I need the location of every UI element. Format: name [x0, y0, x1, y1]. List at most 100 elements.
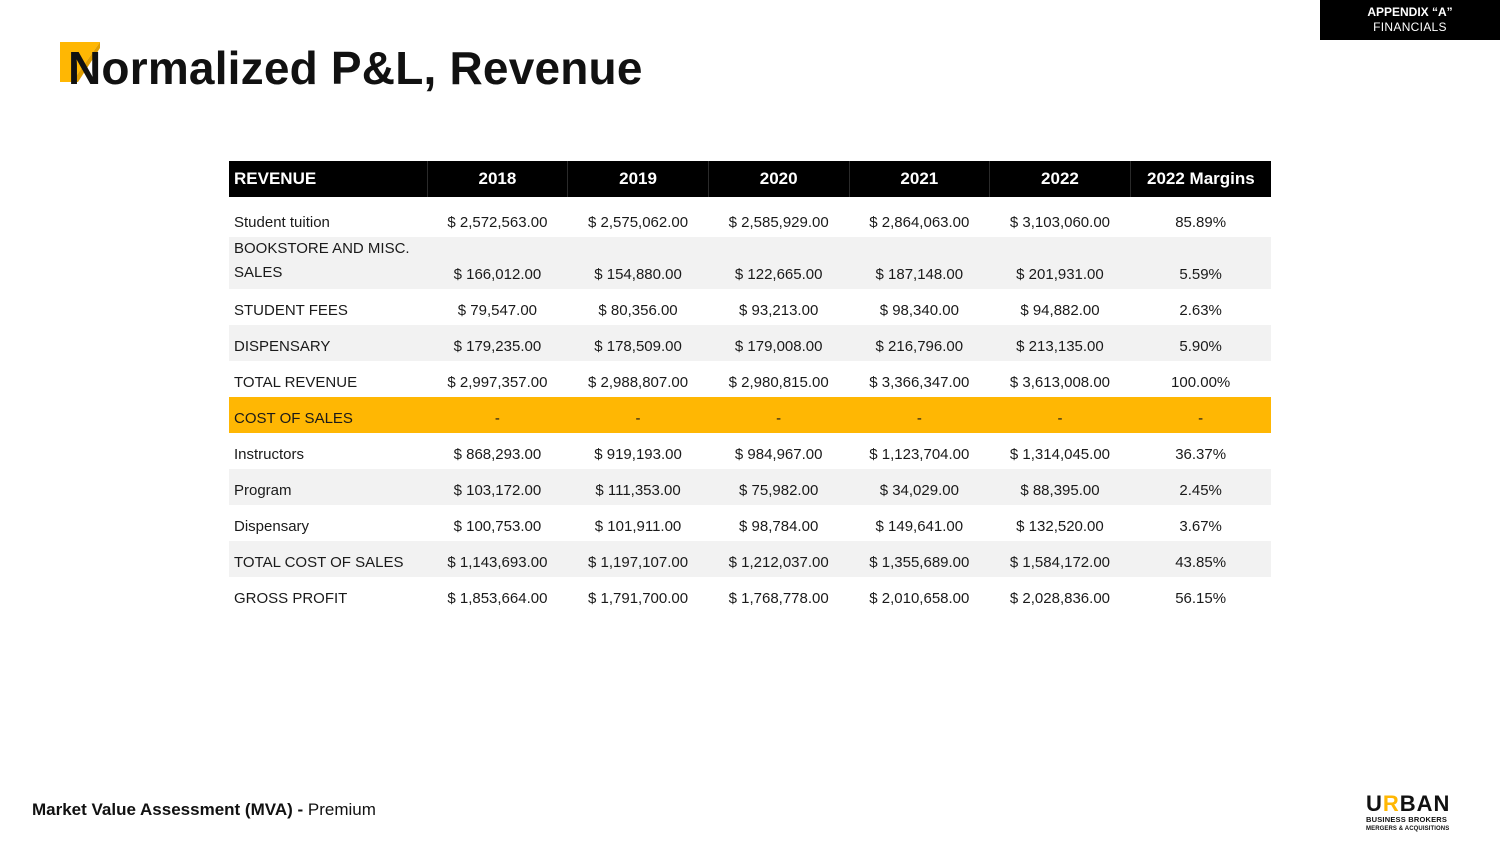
cell-2021: $ 3,366,347.00	[869, 374, 970, 391]
row-student-tuition: Student tuition $ 2,572,563.00 $ 2,575,0…	[229, 197, 1271, 237]
cell-2022: $ 132,520.00	[1016, 518, 1104, 535]
cell-2019: $ 80,356.00	[598, 302, 678, 319]
cell-2019: $ 2,988,807.00	[587, 374, 689, 391]
row-label: TOTAL REVENUE	[234, 374, 358, 391]
cell-2022: $ 1,314,045.00	[1009, 446, 1110, 463]
header-2022-margins: 2022 Margins	[1130, 161, 1271, 197]
row-label: BOOKSTORE AND MISC. SALES	[229, 237, 428, 289]
cell-margin: -	[1130, 397, 1271, 433]
cell-2020: $ 122,665.00	[708, 237, 849, 289]
appendix-title: APPENDIX “A”	[1367, 5, 1453, 19]
cell-2021: $ 2,010,658.00	[869, 590, 970, 607]
cell-2020: $ 179,008.00	[708, 325, 849, 361]
row-gross-profit: GROSS PROFIT $ 1,853,664.00 $ 1,791,700.…	[229, 577, 1271, 613]
cell-margin: 5.59%	[1130, 237, 1271, 289]
cell-margin: 5.90%	[1130, 325, 1271, 361]
cell-2022: $ 2,028,836.00	[1009, 590, 1110, 607]
cell-2022: -	[989, 397, 1131, 433]
cell-2019: $ 2,575,062.00	[587, 214, 689, 231]
cell-2022: $ 213,135.00	[989, 325, 1131, 361]
row-label: Student tuition	[234, 214, 330, 231]
cell-2019: $ 101,911.00	[594, 518, 682, 535]
row-label: COST OF SALES	[229, 397, 428, 433]
cell-2020: $ 1,768,778.00	[728, 590, 829, 607]
row-dispensary-cost: Dispensary $ 100,753.00 $ 101,911.00 $ 9…	[229, 505, 1271, 541]
row-label: TOTAL COST OF SALES	[229, 541, 428, 577]
cell-margin: 3.67%	[1179, 518, 1222, 535]
header-2018: 2018	[427, 161, 569, 197]
cell-2018: $ 1,853,664.00	[447, 590, 548, 607]
cell-2018: -	[427, 397, 568, 433]
appendix-subtitle: FINANCIALS	[1373, 20, 1447, 34]
cell-2018: $ 2,997,357.00	[447, 374, 548, 391]
footer-bold: Market Value Assessment (MVA) -	[32, 800, 304, 819]
header-2020: 2020	[708, 161, 850, 197]
row-label: Instructors	[234, 446, 305, 463]
cell-2018: $ 179,235.00	[427, 325, 568, 361]
row-total-revenue: TOTAL REVENUE $ 2,997,357.00 $ 2,988,807…	[229, 361, 1271, 397]
row-label: GROSS PROFIT	[234, 590, 348, 607]
page-title: Normalized P&L, Revenue	[68, 42, 643, 94]
cell-margin: 2.45%	[1130, 469, 1271, 505]
cell-2021: $ 149,641.00	[875, 518, 964, 535]
cell-2020: $ 2,980,815.00	[728, 374, 829, 391]
appendix-label: APPENDIX “A” FINANCIALS	[1320, 0, 1500, 40]
cell-2022: $ 3,103,060.00	[1009, 214, 1110, 231]
cell-2021: $ 34,029.00	[849, 469, 990, 505]
logo-line3: MERGERS & ACQUISITIONS	[1366, 826, 1450, 832]
cell-2022: $ 201,931.00	[989, 237, 1131, 289]
logo-line2: BUSINESS BROKERS	[1366, 815, 1448, 824]
row-program: Program $ 103,172.00 $ 111,353.00 $ 75,9…	[229, 469, 1271, 505]
cell-2019: $ 154,880.00	[567, 237, 709, 289]
cell-2020: $ 93,213.00	[739, 302, 819, 319]
row-label: Program	[229, 469, 428, 505]
cell-2018: $ 2,572,563.00	[447, 214, 548, 231]
cell-margin: 2.63%	[1179, 302, 1222, 319]
cell-2020: $ 98,784.00	[739, 518, 819, 535]
header-2021: 2021	[849, 161, 991, 197]
row-label: STUDENT FEES	[234, 302, 348, 319]
table-header-row: REVENUE 2018 2019 2020 2021 2022 2022 Ma…	[229, 161, 1271, 197]
cell-2019: $ 178,509.00	[567, 325, 709, 361]
cell-2018: $ 79,547.00	[457, 302, 538, 319]
cell-2022: $ 88,395.00	[989, 469, 1131, 505]
header-2022: 2022	[989, 161, 1131, 197]
cell-2018: $ 166,012.00	[427, 237, 568, 289]
row-dispensary-revenue: DISPENSARY $ 179,235.00 $ 178,509.00 $ 1…	[229, 325, 1271, 361]
cell-2021: $ 2,864,063.00	[869, 214, 970, 231]
logo-wordmark: URBAN	[1366, 791, 1451, 816]
cell-2018: $ 100,753.00	[453, 518, 542, 535]
cell-2021: $ 187,148.00	[849, 237, 990, 289]
cell-2021: $ 216,796.00	[849, 325, 990, 361]
cell-2019: -	[567, 397, 709, 433]
cell-2022: $ 94,882.00	[1020, 302, 1100, 319]
row-label: Dispensary	[234, 518, 310, 535]
cell-2019: $ 111,353.00	[567, 469, 709, 505]
cell-2021: $ 1,355,689.00	[849, 541, 990, 577]
cell-margin: 100.00%	[1171, 374, 1231, 391]
cell-2019: $ 1,197,107.00	[567, 541, 709, 577]
row-cost-of-sales-header: COST OF SALES - - - - - -	[229, 397, 1271, 433]
cell-2022: $ 3,613,008.00	[1009, 374, 1110, 391]
cell-margin: 36.37%	[1175, 446, 1227, 463]
cell-2020: -	[708, 397, 849, 433]
cell-2020: $ 2,585,929.00	[728, 214, 829, 231]
pl-table: REVENUE 2018 2019 2020 2021 2022 2022 Ma…	[229, 161, 1271, 613]
footer-text: Market Value Assessment (MVA) - Premium	[32, 800, 376, 820]
cell-2020: $ 1,212,037.00	[708, 541, 849, 577]
cell-2021: -	[849, 397, 990, 433]
cell-2018: $ 868,293.00	[453, 446, 542, 463]
urban-logo: URBAN BUSINESS BROKERS MERGERS & ACQUISI…	[1366, 793, 1474, 833]
row-student-fees: STUDENT FEES $ 79,547.00 $ 80,356.00 $ 9…	[229, 289, 1271, 325]
cell-margin: 56.15%	[1175, 590, 1227, 607]
cell-2022: $ 1,584,172.00	[989, 541, 1131, 577]
cell-2019: $ 919,193.00	[594, 446, 682, 463]
row-instructors: Instructors $ 868,293.00 $ 919,193.00 $ …	[229, 433, 1271, 469]
cell-2018: $ 1,143,693.00	[427, 541, 568, 577]
cell-margin: 85.89%	[1175, 214, 1227, 231]
row-total-cost-of-sales: TOTAL COST OF SALES $ 1,143,693.00 $ 1,1…	[229, 541, 1271, 577]
cell-2021: $ 1,123,704.00	[869, 446, 970, 463]
title-accent-icon	[60, 42, 100, 82]
cell-2021: $ 98,340.00	[879, 302, 959, 319]
header-2019: 2019	[567, 161, 709, 197]
